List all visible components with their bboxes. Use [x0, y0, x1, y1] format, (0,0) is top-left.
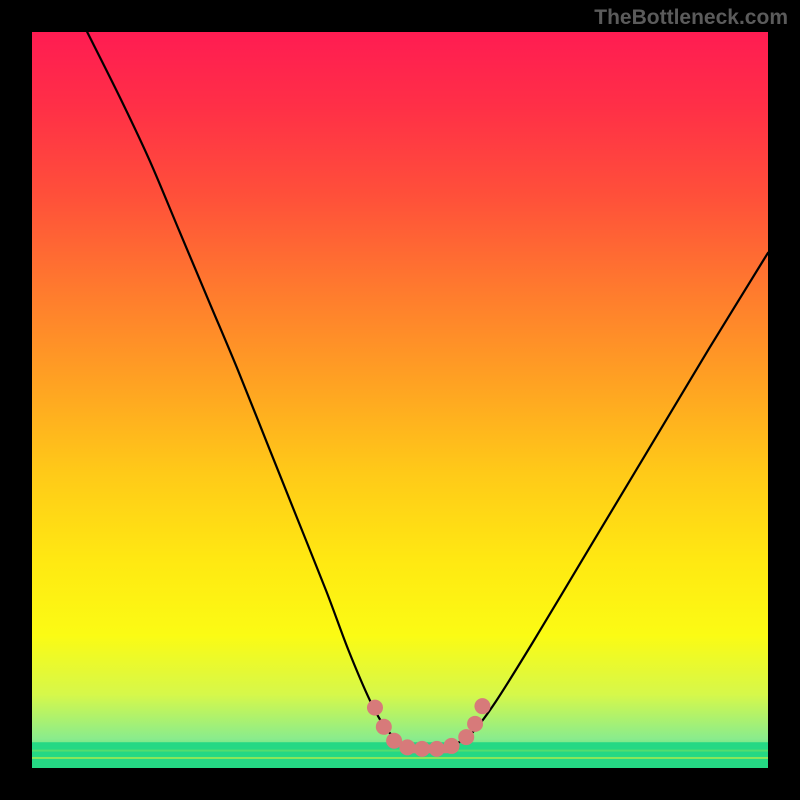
curve-marker: [399, 739, 415, 755]
curve-marker: [474, 698, 490, 714]
curve-marker: [467, 716, 483, 732]
chart-container: TheBottleneck.com: [0, 0, 800, 800]
curve-marker: [444, 738, 460, 754]
curve-marker: [376, 719, 392, 735]
curve-marker: [367, 700, 383, 716]
curve-marker: [458, 729, 474, 745]
curve-marker: [429, 741, 445, 757]
watermark-text: TheBottleneck.com: [594, 6, 788, 30]
curve-marker: [414, 741, 430, 757]
bottom-band-stripe: [32, 757, 768, 759]
chart-svg: [0, 0, 800, 800]
